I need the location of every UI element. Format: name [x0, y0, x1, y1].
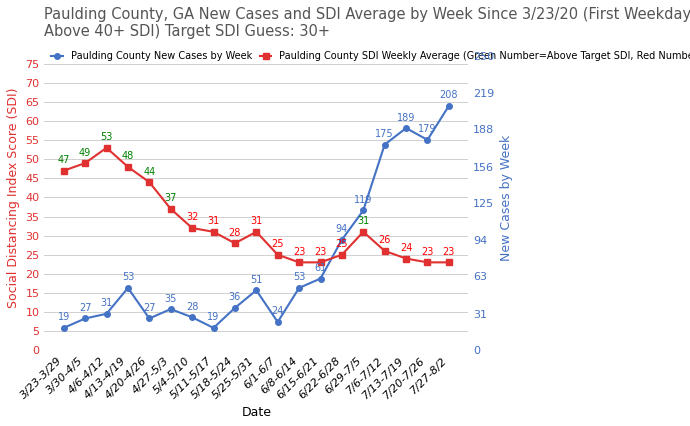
Paulding County SDI Weekly Average (Green Number=Above Target SDI, Red Number=Below Target SDI): [402, 256, 411, 261]
Paulding County New Cases by Week: [252, 288, 260, 293]
Text: 32: 32: [186, 213, 198, 222]
Paulding County New Cases by Week: [188, 315, 196, 320]
Paulding County SDI Weekly Average (Green Number=Above Target SDI, Red Number=Below Target SDI): [381, 248, 389, 253]
Text: 31: 31: [101, 298, 112, 308]
Paulding County New Cases by Week: [59, 325, 68, 331]
Paulding County New Cases by Week: [359, 208, 368, 213]
Text: 25: 25: [271, 239, 284, 249]
Text: 25: 25: [335, 239, 348, 249]
Text: 24: 24: [400, 243, 413, 253]
Text: 48: 48: [122, 151, 134, 161]
Paulding County New Cases by Week: [230, 305, 239, 311]
Paulding County New Cases by Week: [81, 316, 89, 321]
Text: 26: 26: [379, 235, 391, 245]
Paulding County New Cases by Week: [402, 126, 411, 131]
Line: Paulding County SDI Weekly Average (Green Number=Above Target SDI, Red Number=Below Target SDI): Paulding County SDI Weekly Average (Gree…: [61, 145, 452, 265]
Paulding County New Cases by Week: [424, 137, 432, 142]
Legend: Paulding County New Cases by Week, Paulding County SDI Weekly Average (Green Num: Paulding County New Cases by Week, Pauld…: [50, 49, 690, 63]
Text: 23: 23: [293, 247, 305, 257]
Paulding County SDI Weekly Average (Green Number=Above Target SDI, Red Number=Below Target SDI): [359, 229, 368, 234]
Text: 19: 19: [58, 312, 70, 322]
Paulding County New Cases by Week: [316, 276, 324, 281]
Paulding County SDI Weekly Average (Green Number=Above Target SDI, Red Number=Below Target SDI): [166, 206, 175, 211]
Paulding County SDI Weekly Average (Green Number=Above Target SDI, Red Number=Below Target SDI): [338, 252, 346, 257]
Text: 208: 208: [440, 90, 458, 100]
Text: 36: 36: [229, 292, 241, 302]
Paulding County SDI Weekly Average (Green Number=Above Target SDI, Red Number=Below Target SDI): [145, 180, 153, 185]
Y-axis label: New Cases by Week: New Cases by Week: [500, 134, 513, 261]
Line: Paulding County New Cases by Week: Paulding County New Cases by Week: [61, 103, 452, 331]
Text: 47: 47: [57, 155, 70, 165]
Y-axis label: Social Distancing Index Score (SDI): Social Distancing Index Score (SDI): [7, 87, 20, 308]
Text: 23: 23: [422, 247, 434, 257]
Text: 35: 35: [164, 294, 177, 303]
Text: 37: 37: [164, 193, 177, 203]
Text: 53: 53: [100, 132, 112, 142]
Text: 31: 31: [250, 216, 262, 226]
Paulding County SDI Weekly Average (Green Number=Above Target SDI, Red Number=Below Target SDI): [124, 164, 132, 170]
Paulding County SDI Weekly Average (Green Number=Above Target SDI, Red Number=Below Target SDI): [209, 229, 217, 234]
Text: 27: 27: [143, 303, 155, 313]
Paulding County SDI Weekly Average (Green Number=Above Target SDI, Red Number=Below Target SDI): [59, 168, 68, 173]
Text: Paulding County, GA New Cases and SDI Average by Week Since 3/23/20 (First Weekd: Paulding County, GA New Cases and SDI Av…: [44, 7, 690, 39]
Text: 119: 119: [354, 195, 373, 205]
Paulding County SDI Weekly Average (Green Number=Above Target SDI, Red Number=Below Target SDI): [273, 252, 282, 257]
Text: 27: 27: [79, 303, 91, 313]
Paulding County New Cases by Week: [166, 307, 175, 312]
Paulding County SDI Weekly Average (Green Number=Above Target SDI, Red Number=Below Target SDI): [316, 260, 324, 265]
Text: 31: 31: [208, 216, 219, 226]
Text: 61: 61: [315, 263, 326, 273]
Text: 23: 23: [315, 247, 326, 257]
Text: 94: 94: [336, 224, 348, 234]
Paulding County New Cases by Week: [338, 237, 346, 242]
Paulding County SDI Weekly Average (Green Number=Above Target SDI, Red Number=Below Target SDI): [230, 241, 239, 246]
Paulding County New Cases by Week: [295, 285, 303, 291]
Text: 53: 53: [293, 272, 305, 282]
Text: 51: 51: [250, 275, 262, 285]
Text: 23: 23: [443, 247, 455, 257]
Paulding County New Cases by Week: [381, 142, 389, 147]
Paulding County SDI Weekly Average (Green Number=Above Target SDI, Red Number=Below Target SDI): [102, 145, 110, 150]
Paulding County New Cases by Week: [145, 316, 153, 321]
Text: 44: 44: [144, 167, 155, 177]
Paulding County New Cases by Week: [209, 325, 217, 331]
Text: 179: 179: [418, 124, 437, 134]
Text: 189: 189: [397, 112, 415, 123]
Paulding County SDI Weekly Average (Green Number=Above Target SDI, Red Number=Below Target SDI): [445, 260, 453, 265]
Paulding County SDI Weekly Average (Green Number=Above Target SDI, Red Number=Below Target SDI): [295, 260, 303, 265]
Paulding County SDI Weekly Average (Green Number=Above Target SDI, Red Number=Below Target SDI): [81, 161, 89, 166]
Text: 28: 28: [228, 228, 241, 238]
Text: 175: 175: [375, 129, 394, 139]
Paulding County New Cases by Week: [273, 320, 282, 325]
X-axis label: Date: Date: [241, 406, 271, 419]
Text: 31: 31: [357, 216, 369, 226]
Text: 49: 49: [79, 147, 91, 158]
Text: 19: 19: [208, 312, 219, 322]
Text: 53: 53: [121, 272, 134, 282]
Paulding County SDI Weekly Average (Green Number=Above Target SDI, Red Number=Below Target SDI): [252, 229, 260, 234]
Paulding County New Cases by Week: [102, 311, 110, 317]
Paulding County New Cases by Week: [445, 103, 453, 108]
Text: 24: 24: [272, 306, 284, 317]
Paulding County New Cases by Week: [124, 285, 132, 291]
Text: 28: 28: [186, 302, 198, 312]
Paulding County SDI Weekly Average (Green Number=Above Target SDI, Red Number=Below Target SDI): [188, 225, 196, 230]
Paulding County SDI Weekly Average (Green Number=Above Target SDI, Red Number=Below Target SDI): [424, 260, 432, 265]
